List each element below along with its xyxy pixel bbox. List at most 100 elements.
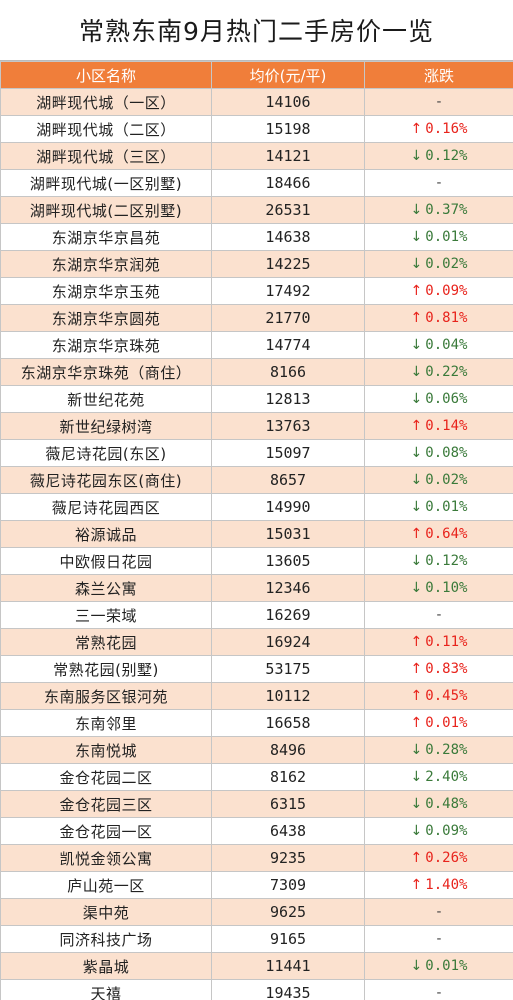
average-price-cell: 9165 xyxy=(211,925,365,953)
change-value: 0.22% xyxy=(425,364,468,380)
community-name-cell: 紫晶城 xyxy=(0,952,212,980)
community-name-cell: 东湖京华京珠苑 xyxy=(0,331,212,359)
change-cell: - xyxy=(364,925,513,953)
table-row: 湖畔现代城(一区别墅) 18466 - xyxy=(0,169,513,197)
table-row: 同济科技广场 9165 - xyxy=(0,925,513,953)
change-value: 0.16% xyxy=(425,121,468,137)
page-title: 常熟东南9月热门二手房价一览 xyxy=(0,0,513,61)
arrow-down-icon: ↓ xyxy=(410,958,423,974)
community-name-cell: 薇尼诗花园西区 xyxy=(0,493,212,521)
community-name-cell: 东湖京华京珠苑（商住） xyxy=(0,358,212,386)
average-price-cell: 13605 xyxy=(211,547,365,575)
change-cell: ↓ 0.01% xyxy=(364,493,513,521)
change-value: 0.08% xyxy=(425,445,468,461)
arrow-up-icon: ↑ xyxy=(410,850,423,866)
average-price-cell: 15097 xyxy=(211,439,365,467)
table-row: 渠中苑 9625 - xyxy=(0,898,513,926)
table-row: 金仓花园三区 6315 ↓ 0.48% xyxy=(0,790,513,818)
table-row: 中欧假日花园 13605 ↓ 0.12% xyxy=(0,547,513,575)
average-price-cell: 14638 xyxy=(211,223,365,251)
table-row: 东湖京华京润苑 14225 ↓ 0.02% xyxy=(0,250,513,278)
change-cell: ↑ 0.45% xyxy=(364,682,513,710)
change-value: 0.45% xyxy=(425,688,468,704)
change-value: 0.09% xyxy=(425,823,468,839)
header-community-name: 小区名称 xyxy=(0,61,212,89)
change-value: 0.64% xyxy=(425,526,468,542)
arrow-up-icon: ↑ xyxy=(410,688,423,704)
community-name-cell: 东湖京华京玉苑 xyxy=(0,277,212,305)
change-cell: ↓ 0.04% xyxy=(364,331,513,359)
arrow-down-icon: ↓ xyxy=(410,256,423,272)
arrow-up-icon: ↑ xyxy=(410,121,423,137)
table-row: 凯悦金领公寓 9235 ↑ 0.26% xyxy=(0,844,513,872)
arrow-down-icon: ↓ xyxy=(410,823,423,839)
change-cell: - xyxy=(364,979,513,1000)
table-row: 新世纪花苑 12813 ↓ 0.06% xyxy=(0,385,513,413)
community-name-cell: 东湖京华京昌苑 xyxy=(0,223,212,251)
change-value: 0.10% xyxy=(425,580,468,596)
table-row: 金仓花园一区 6438 ↓ 0.09% xyxy=(0,817,513,845)
community-name-cell: 天禧 xyxy=(0,979,212,1000)
change-value: - xyxy=(434,985,444,1000)
table-row: 东南邻里 16658 ↑ 0.01% xyxy=(0,709,513,737)
change-cell: ↓ 0.12% xyxy=(364,142,513,170)
header-average-price: 均价(元/平) xyxy=(211,61,365,89)
change-cell: ↓ 0.01% xyxy=(364,952,513,980)
community-name-cell: 东湖京华京圆苑 xyxy=(0,304,212,332)
change-cell: ↓ 0.48% xyxy=(364,790,513,818)
change-value: 1.40% xyxy=(425,877,468,893)
table-row: 东湖京华京珠苑（商住） 8166 ↓ 0.22% xyxy=(0,358,513,386)
average-price-cell: 17492 xyxy=(211,277,365,305)
change-cell: ↓ 0.10% xyxy=(364,574,513,602)
change-value: 0.26% xyxy=(425,850,468,866)
change-cell: ↓ 0.22% xyxy=(364,358,513,386)
table-row: 东湖京华京珠苑 14774 ↓ 0.04% xyxy=(0,331,513,359)
change-cell: - xyxy=(364,169,513,197)
table-row: 三一荣域 16269 - xyxy=(0,601,513,629)
average-price-cell: 26531 xyxy=(211,196,365,224)
change-cell: ↓ 0.28% xyxy=(364,736,513,764)
change-value: 0.01% xyxy=(425,229,468,245)
community-name-cell: 湖畔现代城(一区别墅) xyxy=(0,169,212,197)
arrow-down-icon: ↓ xyxy=(410,553,423,569)
community-name-cell: 新世纪花苑 xyxy=(0,385,212,413)
arrow-up-icon: ↑ xyxy=(410,526,423,542)
community-name-cell: 薇尼诗花园东区(商住) xyxy=(0,466,212,494)
arrow-up-icon: ↑ xyxy=(410,418,423,434)
community-name-cell: 新世纪绿树湾 xyxy=(0,412,212,440)
average-price-cell: 14121 xyxy=(211,142,365,170)
arrow-up-icon: ↑ xyxy=(410,634,423,650)
average-price-cell: 15198 xyxy=(211,115,365,143)
table-row: 新世纪绿树湾 13763 ↑ 0.14% xyxy=(0,412,513,440)
change-value: 0.12% xyxy=(425,148,468,164)
community-name-cell: 常熟花园(别墅) xyxy=(0,655,212,683)
arrow-up-icon: ↑ xyxy=(410,877,423,893)
table-row: 东南服务区银河苑 10112 ↑ 0.45% xyxy=(0,682,513,710)
arrow-down-icon: ↓ xyxy=(410,337,423,353)
community-name-cell: 森兰公寓 xyxy=(0,574,212,602)
change-value: 0.12% xyxy=(425,553,468,569)
change-value: 0.83% xyxy=(425,661,468,677)
average-price-cell: 14225 xyxy=(211,250,365,278)
change-value: 0.01% xyxy=(425,499,468,515)
change-cell: ↑ 0.01% xyxy=(364,709,513,737)
table-row: 常熟花园(别墅) 53175 ↑ 0.83% xyxy=(0,655,513,683)
community-name-cell: 东南服务区银河苑 xyxy=(0,682,212,710)
community-name-cell: 湖畔现代城(二区别墅) xyxy=(0,196,212,224)
table-row: 湖畔现代城（三区） 14121 ↓ 0.12% xyxy=(0,142,513,170)
community-name-cell: 金仓花园一区 xyxy=(0,817,212,845)
price-table: 小区名称 均价(元/平) 涨跌 湖畔现代城（一区） 14106 - 湖畔现代城（二区）… xyxy=(0,61,513,1000)
arrow-down-icon: ↓ xyxy=(410,148,423,164)
change-cell: ↑ 0.83% xyxy=(364,655,513,683)
change-value: 0.37% xyxy=(425,202,468,218)
community-name-cell: 金仓花园二区 xyxy=(0,763,212,791)
change-value: 0.06% xyxy=(425,391,468,407)
arrow-down-icon: ↓ xyxy=(410,742,423,758)
change-cell: ↑ 0.64% xyxy=(364,520,513,548)
change-value: 0.09% xyxy=(425,283,468,299)
change-value: 0.81% xyxy=(425,310,468,326)
table-row: 东湖京华京昌苑 14638 ↓ 0.01% xyxy=(0,223,513,251)
average-price-cell: 16269 xyxy=(211,601,365,629)
average-price-cell: 8166 xyxy=(211,358,365,386)
table-row: 薇尼诗花园(东区) 15097 ↓ 0.08% xyxy=(0,439,513,467)
